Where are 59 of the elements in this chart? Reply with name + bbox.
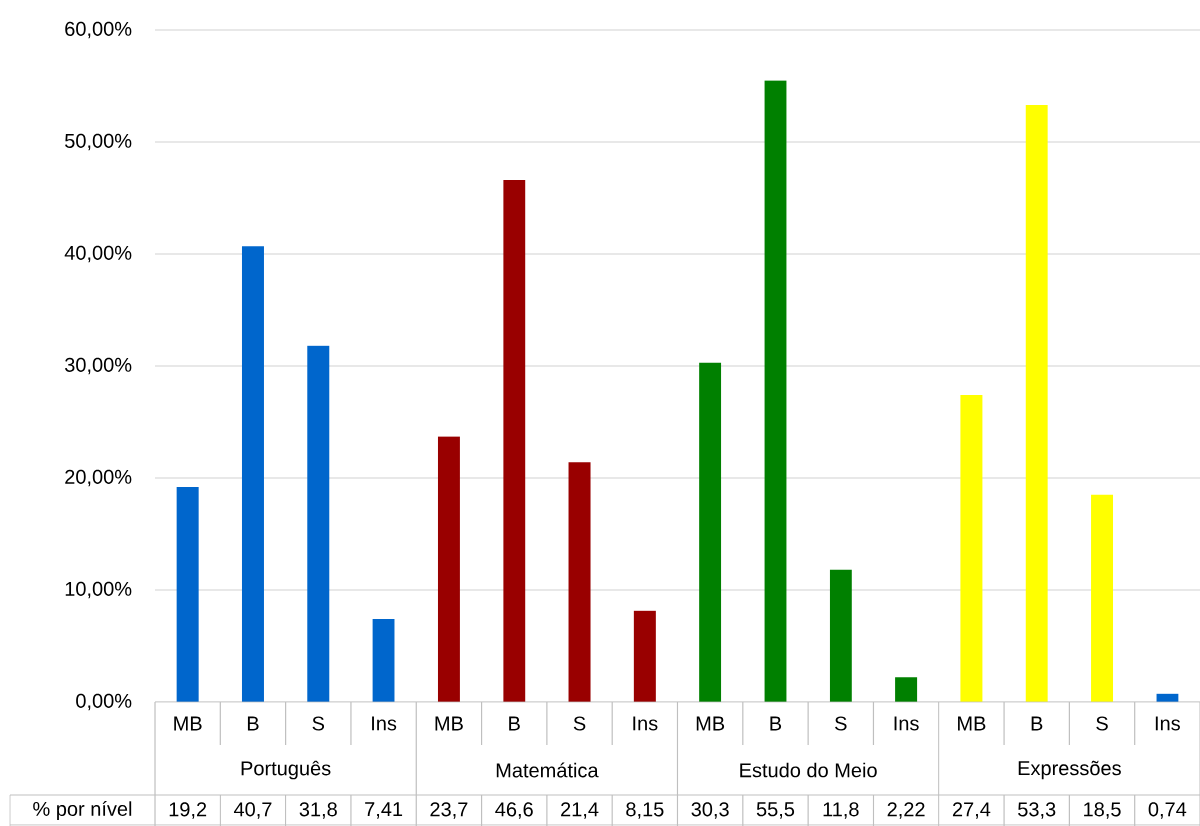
data-label: 19,2: [169, 802, 207, 819]
y-tick-label: 10,00%: [65, 581, 132, 599]
x-tick-label: MB: [435, 716, 463, 731]
bar: [568, 462, 591, 702]
bar: [307, 345, 330, 702]
data-label: 0,74: [1148, 802, 1187, 819]
data-label: 18,5: [1084, 802, 1121, 819]
x-tick-label: Ins: [894, 716, 919, 731]
y-tick-label: 30,00%: [64, 357, 132, 375]
y-tick-label: 20,00%: [65, 469, 132, 487]
bar: [960, 395, 983, 702]
x-tick-label: Ins: [1155, 716, 1180, 731]
data-label: 30,3: [691, 802, 729, 819]
bar: [1091, 494, 1114, 702]
x-tick-label: B: [1031, 716, 1043, 731]
text: Estudo do Meio: [740, 762, 877, 778]
text: % por nível: [33, 801, 132, 820]
text: Matemática: [496, 762, 599, 778]
data-label: 55,5: [756, 802, 795, 819]
bar: [241, 246, 264, 702]
x-tick-label: Ins: [633, 716, 658, 731]
bar: [699, 362, 722, 702]
x-tick-label: B: [247, 716, 259, 731]
data-label: 31,8: [299, 802, 337, 819]
x-tick-label: S: [573, 716, 586, 731]
data-label: 8,15: [626, 802, 664, 819]
bar: [895, 677, 918, 702]
data-label: 46,6: [495, 802, 533, 819]
x-tick-label: S: [835, 716, 847, 731]
y-tick-label: 0,00%: [76, 693, 132, 711]
bar: [1025, 105, 1048, 702]
bar: [176, 486, 199, 702]
x-tick-label: MB: [174, 716, 202, 731]
text: Expressões: [1018, 760, 1121, 780]
data-label: 23,7: [430, 802, 468, 819]
bar: [633, 610, 656, 702]
bar: [437, 436, 460, 702]
data-label: 40,7: [233, 802, 272, 819]
bar: [764, 80, 787, 702]
x-tick-label: S: [312, 716, 325, 731]
data-label: 53,3: [1018, 802, 1056, 819]
x-tick-label: MB: [696, 716, 725, 731]
bar: [829, 569, 852, 702]
data-label: 27,4: [952, 802, 991, 819]
y-tick-label: 50,00%: [65, 133, 132, 151]
x-tick-label: B: [770, 716, 782, 731]
x-tick-label: Ins: [372, 716, 397, 731]
x-tick-label: S: [1096, 716, 1108, 731]
x-tick-label: MB: [958, 716, 986, 731]
data-label: 2,22: [887, 802, 925, 819]
data-label: 11,8: [823, 802, 859, 819]
bar: [503, 180, 526, 702]
data-label: 21,4: [561, 802, 599, 819]
y-tick-label: 40,00%: [64, 245, 132, 263]
bar: [372, 619, 395, 702]
text: Português: [241, 760, 331, 780]
x-tick-label: B: [509, 716, 520, 731]
data-label: 7,41: [365, 802, 403, 819]
y-tick-label: 60,00%: [65, 21, 132, 39]
